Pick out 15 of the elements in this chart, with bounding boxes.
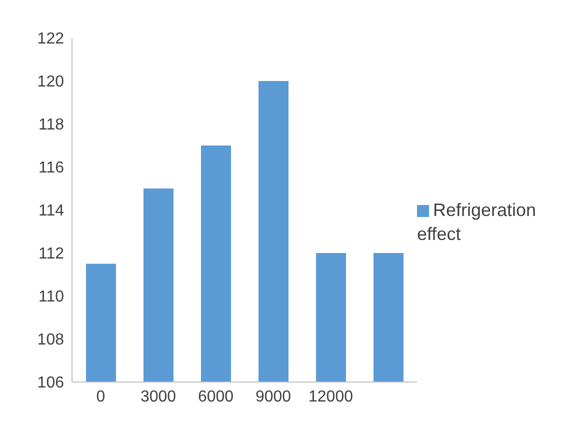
y-tick-label: 106 [37, 374, 64, 392]
x-tick-label: 12000 [308, 388, 354, 406]
y-tick-label: 108 [37, 332, 64, 349]
y-tick-label: 110 [38, 288, 64, 306]
legend-label: Refrigeration effect [417, 200, 536, 244]
x-tick-label: 0 [96, 388, 106, 406]
y-tick-label: 120 [37, 74, 64, 91]
y-tick-label: 122 [37, 30, 64, 48]
x-tick-label: 3000 [140, 388, 176, 406]
x-tick-label: 9000 [255, 388, 292, 406]
x-tick-label: 6000 [198, 388, 234, 406]
y-tick-label: 112 [38, 246, 64, 263]
y-tick-label: 118 [38, 116, 64, 134]
y-tick-label: 116 [38, 160, 64, 177]
y-tick-label: 114 [38, 202, 64, 220]
